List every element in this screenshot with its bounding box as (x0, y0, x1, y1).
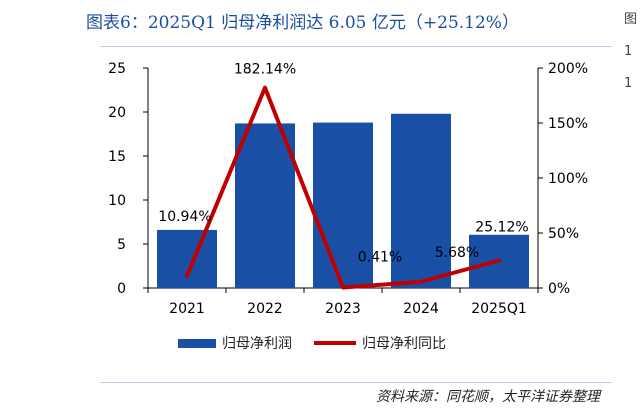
data-label: 25.12% (475, 219, 528, 235)
right-tick-label: 0% (548, 281, 570, 297)
x-tick-label: 2025Q1 (471, 301, 527, 317)
data-label: 0.41% (358, 250, 402, 266)
bar (235, 123, 295, 288)
title-divider (100, 46, 612, 47)
legend-item-bar: 归母净利润 (178, 333, 292, 353)
right-tick-label: 200% (548, 61, 588, 77)
data-labels: 10.94% 182.14% 0.41% 5.68% 25.12% (158, 62, 528, 266)
left-tick-label: 10 (108, 193, 126, 209)
legend: 归母净利润 归母净利同比 (178, 332, 518, 354)
source-note: 资料来源：同花顺，太平洋证券整理 (376, 389, 600, 405)
left-tick-label: 15 (108, 149, 126, 165)
cropped-edge-text: 图 1 1 (624, 4, 642, 124)
axes: 0 5 10 15 20 25 0% 50% 100% 150% 200% 2021 2022 2023 2… (108, 61, 588, 317)
legend-item-line: 归母净利同比 (314, 333, 446, 353)
footer-divider (100, 382, 612, 383)
bar (391, 113, 451, 288)
legend-swatch-line (314, 341, 356, 345)
bar-series (157, 113, 529, 288)
data-label: 10.94% (158, 209, 211, 225)
legend-label-bar: 归母净利润 (222, 336, 292, 352)
edge-text-line: 图 (624, 12, 638, 27)
left-tick-label: 5 (117, 237, 126, 253)
bar (157, 229, 217, 288)
x-tick-label: 2023 (325, 301, 361, 317)
left-tick-label: 0 (117, 281, 126, 297)
x-tick-label: 2024 (403, 301, 439, 317)
legend-swatch-bar (178, 338, 216, 348)
edge-text-line: 1 (624, 76, 633, 91)
x-tick-label: 2021 (169, 301, 205, 317)
chart: 0 5 10 15 20 25 0% 50% 100% 150% 200% 2021 2022 2023 2… (108, 61, 588, 317)
data-label: 5.68% (435, 245, 479, 261)
edge-text-line: 1 (624, 44, 633, 59)
line-path (185, 85, 501, 290)
page-title: 图表6：2025Q1 归母净利润达 6.05 亿元（+25.12%） (86, 13, 519, 33)
right-tick-label: 100% (548, 171, 588, 187)
legend-label-line: 归母净利同比 (362, 336, 446, 352)
line-series (185, 85, 501, 290)
left-tick-label: 20 (108, 105, 126, 121)
right-tick-label: 50% (548, 226, 579, 242)
left-tick-label: 25 (108, 61, 126, 77)
data-label: 182.14% (234, 62, 296, 78)
bar (313, 122, 373, 288)
right-tick-label: 150% (548, 116, 588, 132)
x-tick-label: 2022 (247, 301, 283, 317)
